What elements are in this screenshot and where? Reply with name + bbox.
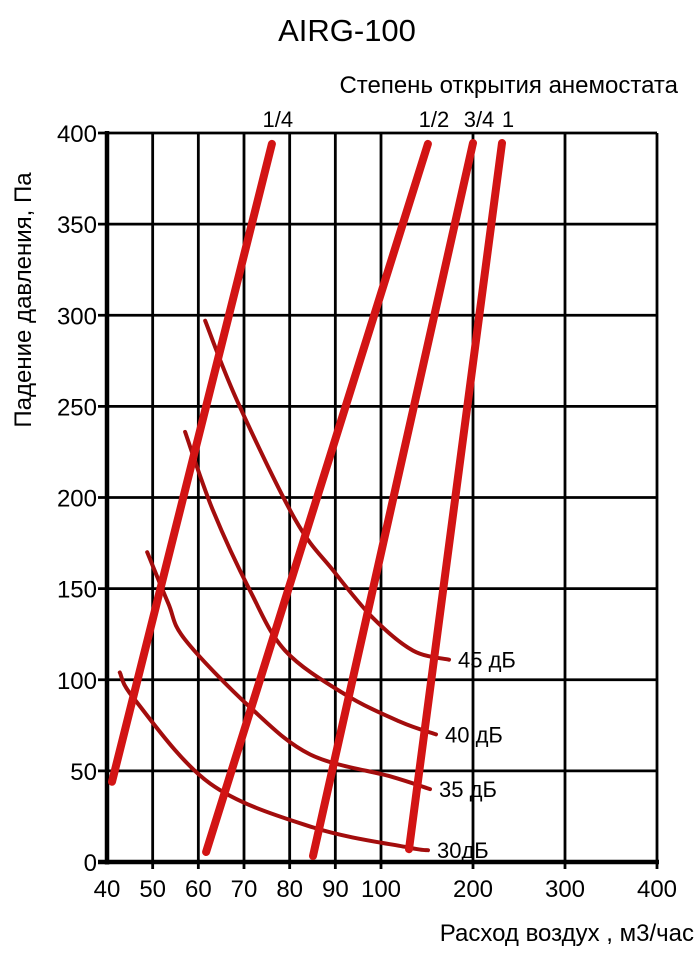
y-tick-label-0: 0: [84, 850, 97, 877]
x-tick-label-200: 200: [453, 876, 493, 903]
chart-title: AIRG-100: [278, 13, 416, 48]
noise-curve-label-1: 45 дБ: [458, 648, 516, 673]
y-axis-title: Падение давления, Па: [10, 172, 37, 428]
opening-line-2: [202, 139, 432, 856]
y-tick-label-400: 400: [57, 121, 97, 148]
y-tick-label-50: 50: [70, 759, 97, 786]
y-tick-label-200: 200: [57, 486, 97, 513]
noise-curve-1: [203, 318, 451, 662]
opening-line-label-3: 3/4: [464, 107, 495, 132]
x-tick-label-50: 50: [139, 876, 166, 903]
noise-curve-label-3: 35 дБ: [439, 777, 497, 802]
opening-line-label-2: 1/2: [419, 107, 450, 132]
x-tick-label-60: 60: [185, 876, 212, 903]
y-tick-label-150: 150: [57, 577, 97, 604]
noise-curve-label-4: 30дБ: [437, 838, 489, 863]
y-tick-label-250: 250: [57, 394, 97, 421]
opening-line-1: [108, 139, 276, 786]
y-tick-label-300: 300: [57, 303, 97, 330]
opening-line-4: [405, 139, 506, 854]
x-tick-label-70: 70: [231, 876, 258, 903]
x-tick-label-40: 40: [94, 876, 121, 903]
opening-line-label-4: 1: [502, 107, 514, 132]
x-tick-label-300: 300: [545, 876, 585, 903]
x-tick-label-90: 90: [322, 876, 349, 903]
y-tick-label-350: 350: [57, 212, 97, 239]
chart-subtitle: Степень открытия анемостата: [339, 72, 678, 99]
noise-curve-label-2: 40 дБ: [445, 722, 503, 747]
x-tick-label-100: 100: [361, 876, 401, 903]
opening-line-3: [309, 139, 477, 860]
x-tick-label-80: 80: [276, 876, 303, 903]
x-tick-label-400: 400: [637, 876, 677, 903]
y-tick-label-100: 100: [57, 668, 97, 695]
opening-line-label-1: 1/4: [263, 107, 294, 132]
x-axis-title: Расход воздух , м3/час: [440, 920, 694, 947]
noise-curve-2: [183, 429, 438, 737]
